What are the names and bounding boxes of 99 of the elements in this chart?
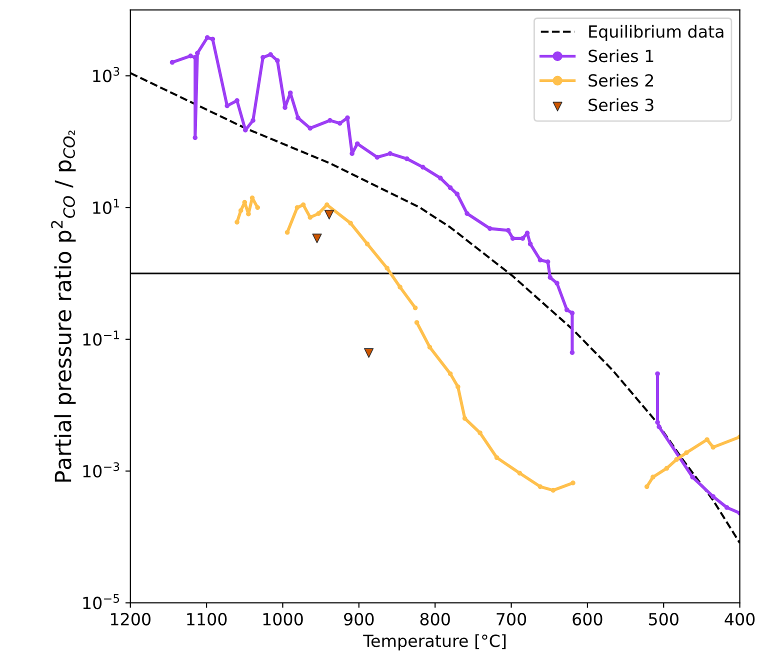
point [704,437,710,442]
point [506,228,511,233]
point [312,234,322,244]
point [354,141,360,146]
legend-label: Series 2 [588,74,654,87]
x-axis-title: Temperature [°C] [363,634,506,650]
x-tick-label: 600 [572,612,602,626]
point [250,118,256,123]
point [520,236,526,241]
point [656,424,662,430]
point [234,98,240,104]
legend-label: Series 3 [588,98,654,112]
point [538,258,543,262]
point [570,350,575,355]
point [337,120,342,126]
point [644,484,650,490]
point [517,470,522,476]
point [456,384,460,390]
point [570,480,576,486]
y-tick-label: 10$^{−1}$ [83,330,119,346]
point [464,211,470,216]
point [554,280,560,286]
point [282,105,288,110]
point [488,226,492,231]
x-tick-label: 1100 [187,612,227,626]
point [462,416,468,421]
point [412,305,418,310]
point [246,212,251,216]
point [538,484,543,490]
point [188,54,193,58]
x-tick-label: 1000 [263,612,303,626]
point [545,259,550,264]
point [308,214,313,220]
legend-label: Equilibrium data [589,24,724,42]
point [420,164,426,170]
point [388,151,393,156]
x-tick-label: 1200 [111,612,150,626]
point [348,220,353,226]
point [398,284,402,290]
point [308,126,313,131]
y-tick-label: 10$^{−5}$ [83,594,120,610]
point [684,450,689,456]
point [548,274,553,280]
point [294,205,300,210]
point [324,202,330,208]
point [550,488,556,493]
point [324,210,334,220]
legend-label: Series 1 [588,49,654,62]
x-tick-label: 400 [724,612,755,626]
point [528,242,533,246]
point [510,236,516,241]
x-tick-label: 900 [344,612,374,626]
point [564,307,570,312]
point [170,60,175,65]
y-tick-label: 10$^{−3}$ [83,462,120,478]
y-tick-label: 10$^{3}$ [93,66,120,82]
point [260,55,266,60]
point [664,466,670,471]
point [438,176,443,181]
point [274,58,280,64]
point [300,202,306,208]
point [238,208,244,213]
point [364,348,374,358]
point [234,220,240,225]
point [427,344,432,350]
point [384,266,390,271]
point [690,474,696,480]
point [724,505,730,510]
point [374,154,380,160]
point [478,430,482,436]
x-tick-label: 800 [420,612,450,626]
y-tick-label: 10$^{1}$ [93,198,120,214]
point [404,156,410,162]
point [255,205,260,210]
point [350,151,354,156]
point [192,135,198,140]
point [448,185,453,190]
point [448,371,453,376]
point [655,371,660,376]
point [328,118,332,123]
point [316,211,321,216]
point [650,474,656,480]
point [210,36,216,42]
y-axis-title: Partial pressure ratio p$^{2}$$_{CO}$ / p$_{CO₂}$ [51,130,76,482]
point [268,52,273,57]
point [570,310,575,316]
point [454,192,460,197]
point [414,320,420,325]
point [296,115,300,120]
point [204,35,210,40]
point [710,494,716,500]
point [494,455,500,460]
point [194,50,200,56]
point [674,457,680,462]
x-tick-label: 700 [496,612,526,626]
x-tick-label: 500 [649,612,678,626]
point [364,242,370,246]
point [284,230,290,235]
point [710,444,716,450]
